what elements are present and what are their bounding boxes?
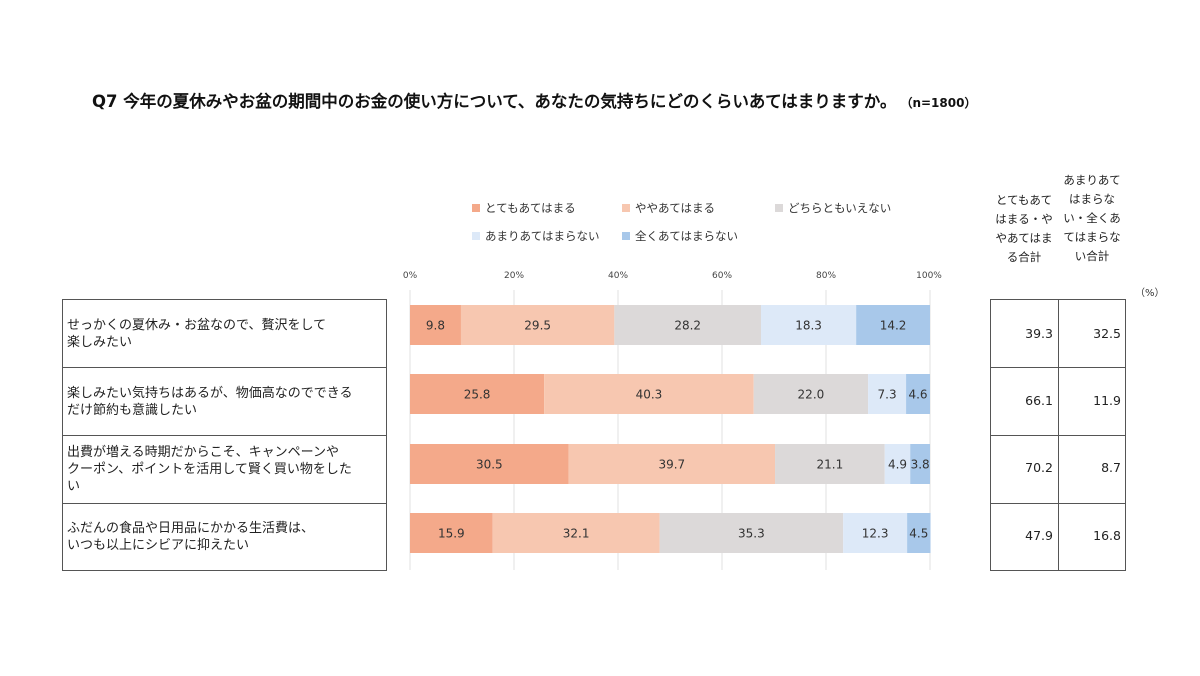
- summary-header-top2: とてもあてはまる・ややあてはまる合計: [995, 193, 1053, 264]
- summary-bottom2-value: 8.7: [1101, 460, 1121, 475]
- summary-bottom2-value: 11.9: [1093, 393, 1121, 408]
- bar-value-label: 30.5: [476, 458, 503, 472]
- bar-value-label: 22.0: [798, 388, 825, 402]
- category-label-row: 楽しみたい気持ちはあるが、物価高なのでできる だけ節約も意識したい: [63, 368, 386, 436]
- percent-unit-label: （%）: [1135, 288, 1165, 299]
- summary-top2-value: 39.3: [1025, 326, 1053, 341]
- bar-value-label: 4.5: [909, 527, 928, 541]
- x-tick-label: 20%: [503, 271, 525, 281]
- summary-top2-value: 70.2: [1025, 460, 1053, 475]
- summary-top2-value: 66.1: [1025, 393, 1053, 408]
- bar-segment: [910, 444, 930, 484]
- legend-label-4: あまりあてはまらない: [485, 229, 600, 243]
- bar-value-label: 14.2: [880, 319, 907, 333]
- legend-label-1: とてもあてはまる: [485, 201, 576, 215]
- legend-label-5: 全くあてはまらない: [635, 229, 739, 243]
- legend-item-3: どちらともいえない: [775, 200, 891, 216]
- question-text: Q7 今年の夏休みやお盆の期間中のお金の使い方について、あなたの気持ちにどのくら…: [92, 92, 897, 111]
- x-tick-label: 60%: [711, 271, 733, 281]
- bar-value-label: 7.3: [878, 388, 897, 402]
- summary-divider: [991, 367, 1125, 368]
- bar-value-label: 32.1: [563, 527, 590, 541]
- bar-value-label: 3.8: [911, 458, 930, 472]
- legend-label-2: ややあてはまる: [635, 201, 716, 215]
- bar-value-label: 35.3: [738, 527, 765, 541]
- legend-swatch-2: [622, 204, 630, 212]
- summary-top2-value: 47.9: [1025, 528, 1053, 543]
- bar-segment: [568, 444, 776, 484]
- category-label: 楽しみたい気持ちはあるが、物価高なのでできる だけ節約も意識したい: [67, 385, 353, 418]
- legend-swatch-4: [472, 232, 480, 240]
- summary-table: 39.3 32.5 66.1 11.9 70.2 8.7 47.9 16.8: [990, 299, 1126, 571]
- category-label-table: せっかくの夏休み・お盆なので、贅沢をして 楽しみたい 楽しみたい気持ちはあるが、物…: [62, 299, 387, 571]
- legend-item-1: とてもあてはまる: [472, 200, 576, 216]
- bar-segment: [868, 374, 907, 414]
- summary-bottom2-value: 16.8: [1093, 528, 1121, 543]
- bar-value-label: 18.3: [795, 319, 822, 333]
- bar-segment: [460, 305, 615, 345]
- bar-segment: [544, 374, 754, 414]
- bar-segment: [753, 374, 869, 414]
- bar-segment: [410, 513, 493, 553]
- summary-header-bottom2: あまりあてはまらない・全くあてはまらない合計: [1063, 173, 1121, 263]
- bar-segment: [907, 513, 931, 553]
- bar-segment: [614, 305, 761, 345]
- bar-value-label: 40.3: [636, 388, 663, 402]
- category-label: 出費が増える時期だからこそ、キャンペーンや クーポン、ポイントを活用して賢く買い物…: [67, 445, 352, 494]
- legend-swatch-3: [775, 204, 783, 212]
- bar-segment: [410, 374, 545, 414]
- category-label-row: せっかくの夏休み・お盆なので、贅沢をして 楽しみたい: [63, 300, 386, 368]
- bar-value-label: 29.5: [524, 319, 551, 333]
- legend-swatch-5: [622, 232, 630, 240]
- bar-segment: [843, 513, 908, 553]
- bar-value-label: 9.8: [426, 319, 445, 333]
- summary-divider: [991, 435, 1125, 436]
- legend: とてもあてはまる ややあてはまる どちらともいえない あまりあてはまらない 全く…: [472, 200, 972, 250]
- sample-size: （n=1800）: [906, 96, 977, 110]
- x-tick-label: 0%: [402, 271, 418, 281]
- bar-segment: [410, 305, 461, 345]
- bar-segment: [410, 444, 569, 484]
- summary-bottom2-value: 32.5: [1093, 326, 1121, 341]
- summary-divider: [991, 503, 1125, 504]
- bar-value-label: 28.2: [674, 319, 701, 333]
- chart-title: Q7 今年の夏休みやお盆の期間中のお金の使い方について、あなたの気持ちにどのくら…: [92, 88, 1192, 112]
- legend-swatch-1: [472, 204, 480, 212]
- bar-value-label: 4.6: [908, 388, 927, 402]
- bar-value-label: 39.7: [658, 458, 685, 472]
- bar-segment: [492, 513, 660, 553]
- category-label: せっかくの夏休み・お盆なので、贅沢をして 楽しみたい: [67, 317, 327, 350]
- legend-item-5: 全くあてはまらない: [622, 228, 738, 244]
- x-tick-label: 40%: [607, 271, 629, 281]
- category-label: ふだんの食品や日用品にかかる生活費は、 いつも以上にシビアに抑えたい: [67, 521, 315, 553]
- x-tick-label: 80%: [815, 271, 837, 281]
- category-label-row: ふだんの食品や日用品にかかる生活費は、 いつも以上にシビアに抑えたい: [63, 504, 386, 570]
- legend-item-2: ややあてはまる: [622, 200, 715, 216]
- bar-segment: [856, 305, 930, 345]
- bar-value-label: 4.9: [888, 458, 907, 472]
- bar-segment: [761, 305, 857, 345]
- legend-label-3: どちらともいえない: [788, 201, 892, 215]
- bar-segment: [884, 444, 911, 484]
- bar-value-label: 21.1: [817, 458, 844, 472]
- category-label-row: 出費が増える時期だからこそ、キャンペーンや クーポン、ポイントを活用して賢く買い物…: [63, 436, 386, 504]
- legend-item-4: あまりあてはまらない: [472, 228, 600, 244]
- bar-value-label: 15.9: [438, 527, 465, 541]
- bar-value-label: 25.8: [464, 388, 491, 402]
- bar-segment: [659, 513, 844, 553]
- bar-segment: [906, 374, 930, 414]
- bar-segment: [775, 444, 885, 484]
- bar-value-label: 12.3: [862, 527, 889, 541]
- x-tick-label: 100%: [916, 271, 942, 281]
